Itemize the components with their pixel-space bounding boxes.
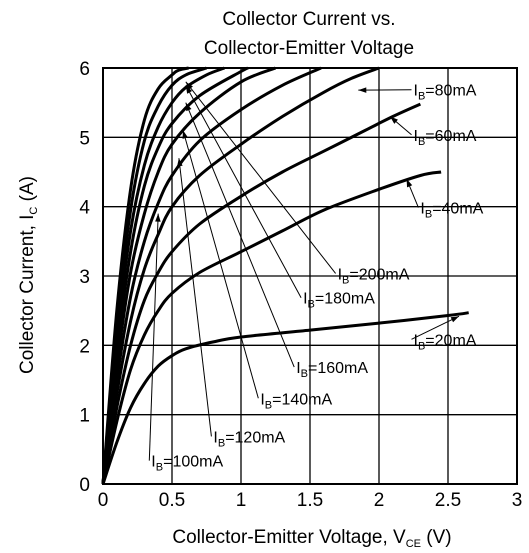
label-leader-line — [185, 81, 336, 274]
x-axis-title-sub: CE — [406, 538, 421, 550]
label-leader-line — [182, 130, 259, 399]
series-label-prefix: I — [260, 391, 264, 408]
series-label-prefix: I — [151, 454, 155, 471]
y-tick-label: 4 — [79, 198, 90, 219]
series-label-sub: B — [425, 209, 432, 221]
x-axis-title-unit: (V) — [421, 527, 452, 548]
series-label: IB=60mA — [414, 128, 477, 148]
x-tick-label: 3 — [512, 490, 523, 511]
series-label: IB=40mA — [420, 201, 483, 221]
label-leaders — [148, 81, 460, 461]
x-tick-label: 1.5 — [297, 490, 323, 511]
x-axis-title-main: Collector-Emitter Voltage, V — [172, 527, 406, 548]
chart-title-line-1: Collector Current vs. — [222, 9, 395, 30]
y-axis-title-main: Collector Current, I — [17, 215, 38, 374]
label-arrowhead — [358, 87, 367, 93]
series-label-sub: B — [218, 437, 225, 449]
label-leader-line — [178, 158, 212, 437]
series-line — [101, 66, 189, 485]
y-axis-title-sub: C — [28, 207, 40, 215]
chart-title-line-2: Collector-Emitter Voltage — [204, 38, 414, 59]
series-label-sub: B — [418, 91, 425, 103]
series-label: IB=160mA — [296, 360, 368, 380]
y-tick-label: 5 — [79, 128, 90, 149]
y-tick-label: 6 — [79, 59, 90, 80]
series-label-sub: B — [301, 368, 308, 380]
series-label-sub: B — [265, 399, 272, 411]
curves — [101, 66, 469, 485]
label-arrowhead — [177, 158, 183, 167]
series-label-prefix: I — [303, 291, 307, 308]
series-line — [101, 66, 380, 485]
series-label-value: =60mA — [425, 128, 476, 145]
series-label-prefix: I — [338, 266, 342, 283]
series-label-value: =120mA — [225, 429, 285, 446]
series-label-value: =100mA — [163, 454, 223, 471]
label-arrowhead — [155, 213, 161, 222]
series-label-value: =160mA — [308, 360, 368, 377]
series-label-prefix: I — [414, 128, 418, 145]
series-label: IB=120mA — [213, 429, 285, 449]
series-label: IB=140mA — [260, 391, 332, 411]
y-tick-label: 0 — [79, 475, 90, 496]
label-arrowhead — [185, 102, 192, 112]
x-tick-label: 1 — [236, 490, 247, 511]
label-arrowhead — [182, 130, 188, 139]
series-label-sub: B — [418, 136, 425, 148]
y-tick-label: 1 — [79, 406, 90, 427]
series-label-sub: B — [418, 340, 425, 352]
label-leader-line — [185, 85, 302, 298]
series-label-sub: B — [156, 462, 163, 474]
series-label: IB=80mA — [414, 83, 477, 103]
label-arrowhead — [450, 316, 460, 323]
label-arrowhead — [185, 81, 193, 90]
series-line — [101, 66, 322, 485]
series-label: IB=20mA — [414, 332, 477, 352]
y-tick-label: 2 — [79, 336, 90, 357]
plot-frame — [102, 67, 518, 485]
series-label-value: =180mA — [315, 291, 375, 308]
series-label-value: =80mA — [425, 83, 476, 100]
label-leader-line — [148, 213, 159, 461]
series-labels: IB=20mAIB=40mAIB=60mAIB=80mAIB=100mAIB=1… — [151, 83, 483, 474]
series-label-sub: B — [342, 274, 349, 286]
x-tick-label: 0.5 — [159, 490, 185, 511]
series-label: IB=100mA — [151, 454, 223, 474]
y-axis-title: Collector Current, IC (A) — [17, 176, 40, 374]
x-axis-title: Collector-Emitter Voltage, VCE (V) — [172, 527, 451, 550]
x-tick-label: 2.5 — [435, 490, 461, 511]
series-line — [101, 170, 442, 485]
grid — [103, 68, 517, 484]
series-label-prefix: I — [213, 429, 217, 446]
label-arrowhead — [390, 116, 398, 124]
x-tick-label: 2 — [374, 490, 385, 511]
series-label-value: =140mA — [272, 391, 332, 408]
series-label: IB=180mA — [303, 291, 375, 311]
series-label-sub: B — [308, 299, 315, 311]
y-tick-labels: 0 1 2 3 4 5 6 — [79, 59, 90, 496]
series-label-prefix: I — [414, 332, 418, 349]
series-label-value: =40mA — [432, 201, 483, 218]
label-leader-line — [411, 315, 460, 340]
series-line — [101, 66, 277, 485]
series-line — [101, 311, 469, 485]
x-tick-labels: 0 0.5 1 1.5 2 2.5 3 — [98, 490, 523, 511]
y-axis-title-unit: (A) — [17, 176, 38, 207]
label-leader-line — [185, 102, 295, 368]
x-tick-label: 0 — [98, 490, 109, 511]
series-label: IB=200mA — [338, 266, 410, 286]
series-label-value: =200mA — [349, 266, 409, 283]
series-label-prefix: I — [414, 83, 418, 100]
series-label-prefix: I — [296, 360, 300, 377]
y-tick-label: 3 — [79, 267, 90, 288]
series-label-prefix: I — [420, 201, 424, 218]
series-label-value: =20mA — [425, 332, 476, 349]
series-line — [101, 102, 421, 485]
label-arrowhead — [406, 178, 413, 188]
